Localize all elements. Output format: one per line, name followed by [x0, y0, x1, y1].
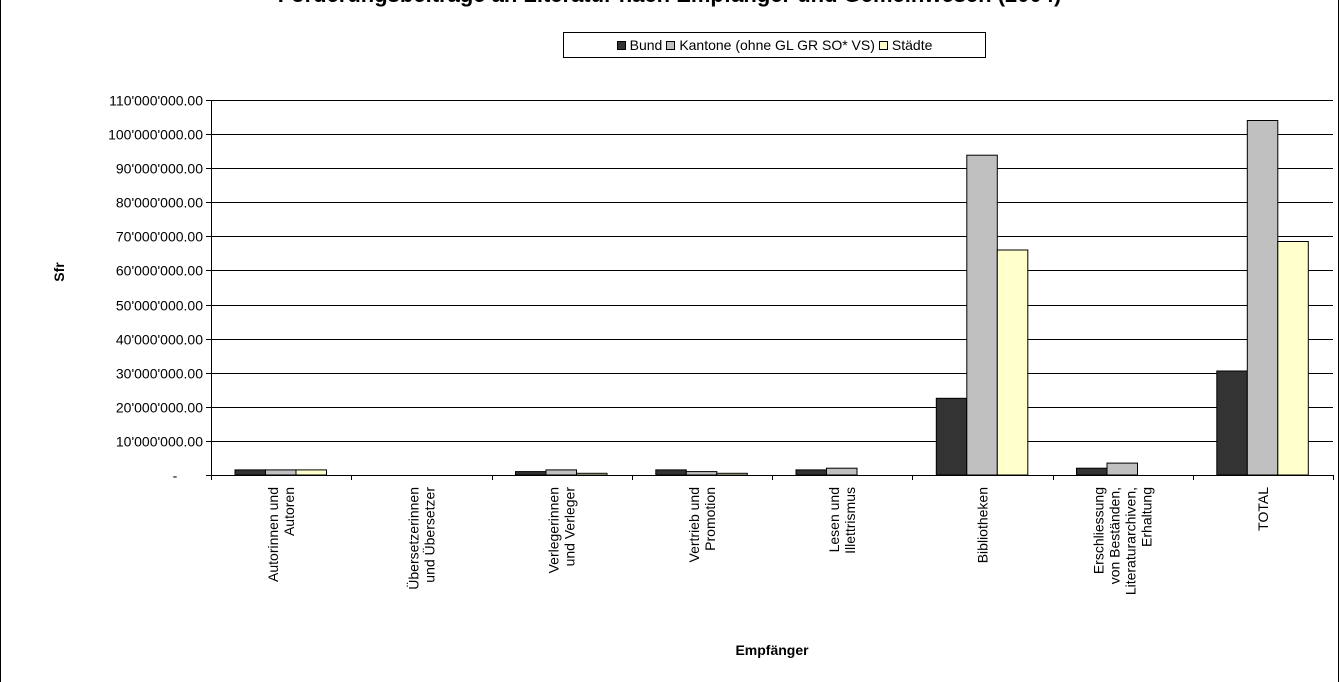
- bar: [935, 397, 968, 476]
- chart-title: Förderungsbeiträge an Literatur nach Emp…: [0, 0, 1339, 8]
- bar: [1076, 467, 1108, 476]
- bar: [576, 472, 608, 476]
- y-tick-label: -: [173, 468, 178, 484]
- x-category-label: Autoren: [281, 487, 297, 536]
- bar: [716, 472, 748, 476]
- x-category-label: TOTAL: [1255, 487, 1271, 531]
- x-category-label: Vertrieb und: [686, 487, 702, 563]
- x-category-label: Erhaltung: [1139, 487, 1155, 547]
- bar: [685, 471, 718, 476]
- y-tick-label: 80'000'000.00: [116, 195, 203, 211]
- legend-swatch-staedte: [878, 40, 888, 50]
- legend-swatch-kantone: [666, 40, 676, 50]
- legend-label-staedte: Städte: [891, 37, 933, 53]
- legend-swatch-bund: [616, 40, 626, 50]
- bar: [1216, 370, 1248, 476]
- y-tick-label: 60'000'000.00: [116, 263, 203, 279]
- x-category-label: Verlegerinnen: [546, 487, 562, 573]
- bar: [234, 469, 266, 476]
- legend-entry-bund: Bund: [616, 37, 663, 53]
- x-category-label: von Beständen,: [1107, 487, 1123, 584]
- x-category-label: Autorinnen und: [265, 487, 281, 582]
- axes: [206, 100, 1334, 480]
- chart-title-clip: Förderungsbeiträge an Literatur nach Emp…: [0, 0, 1339, 14]
- y-tick-label: 30'000'000.00: [116, 366, 203, 382]
- y-tick-label: 40'000'000.00: [116, 332, 203, 348]
- y-tick-label: 90'000'000.00: [116, 161, 203, 177]
- legend-entry-kantone: Kantone (ohne GL GR SO* VS): [666, 37, 875, 53]
- y-tick-label: 10'000'000.00: [116, 434, 203, 450]
- legend-label-bund: Bund: [629, 37, 663, 53]
- x-category-label: Lesen und: [826, 487, 842, 552]
- bars: [234, 120, 1309, 476]
- y-tick-label: 110'000'000.00: [109, 93, 203, 109]
- bar: [1277, 241, 1309, 476]
- y-tick-label: 100'000'000.00: [108, 127, 203, 143]
- legend-label-kantone: Kantone (ohne GL GR SO* VS): [679, 37, 875, 53]
- x-category-label: Literaturarchiven,: [1123, 487, 1139, 595]
- x-category-labels: Autorinnen und Autoren Übersetzerinnen und …: [265, 487, 1271, 596]
- x-category-label: Erschliessung: [1091, 487, 1107, 574]
- bar: [1106, 462, 1138, 476]
- y-tick-label: 20'000'000.00: [116, 400, 203, 416]
- gridlines: [211, 100, 1333, 442]
- x-category-label: Illettrismus: [842, 487, 858, 554]
- x-axis-title: Empfänger: [735, 642, 809, 658]
- bar: [655, 469, 687, 476]
- bar: [966, 154, 998, 476]
- y-axis-title: Sfr: [51, 262, 67, 282]
- bar: [1246, 120, 1279, 476]
- legend: Bund Kantone (ohne GL GR SO* VS) Städte: [563, 32, 986, 58]
- bar: [545, 469, 577, 476]
- x-category-label: Promotion: [702, 487, 718, 551]
- legend-entry-staedte: Städte: [878, 37, 933, 53]
- x-category-label: Bibliotheken: [974, 487, 990, 563]
- x-category-label: Übersetzerinnen: [404, 487, 421, 590]
- bar: [795, 469, 827, 476]
- x-category-label: und Übersetzer: [420, 487, 437, 583]
- bar: [515, 471, 547, 476]
- bar: [265, 469, 297, 476]
- bar: [996, 249, 1029, 476]
- bar: [295, 469, 327, 476]
- y-tick-labels: - 10'000'000.00 20'000'000.00 30'000'000.00…: [108, 93, 203, 484]
- bar: [826, 467, 858, 476]
- y-tick-label: 70'000'000.00: [116, 229, 203, 245]
- y-tick-label: 50'000'000.00: [116, 298, 203, 314]
- x-category-label: und Verleger: [562, 487, 578, 567]
